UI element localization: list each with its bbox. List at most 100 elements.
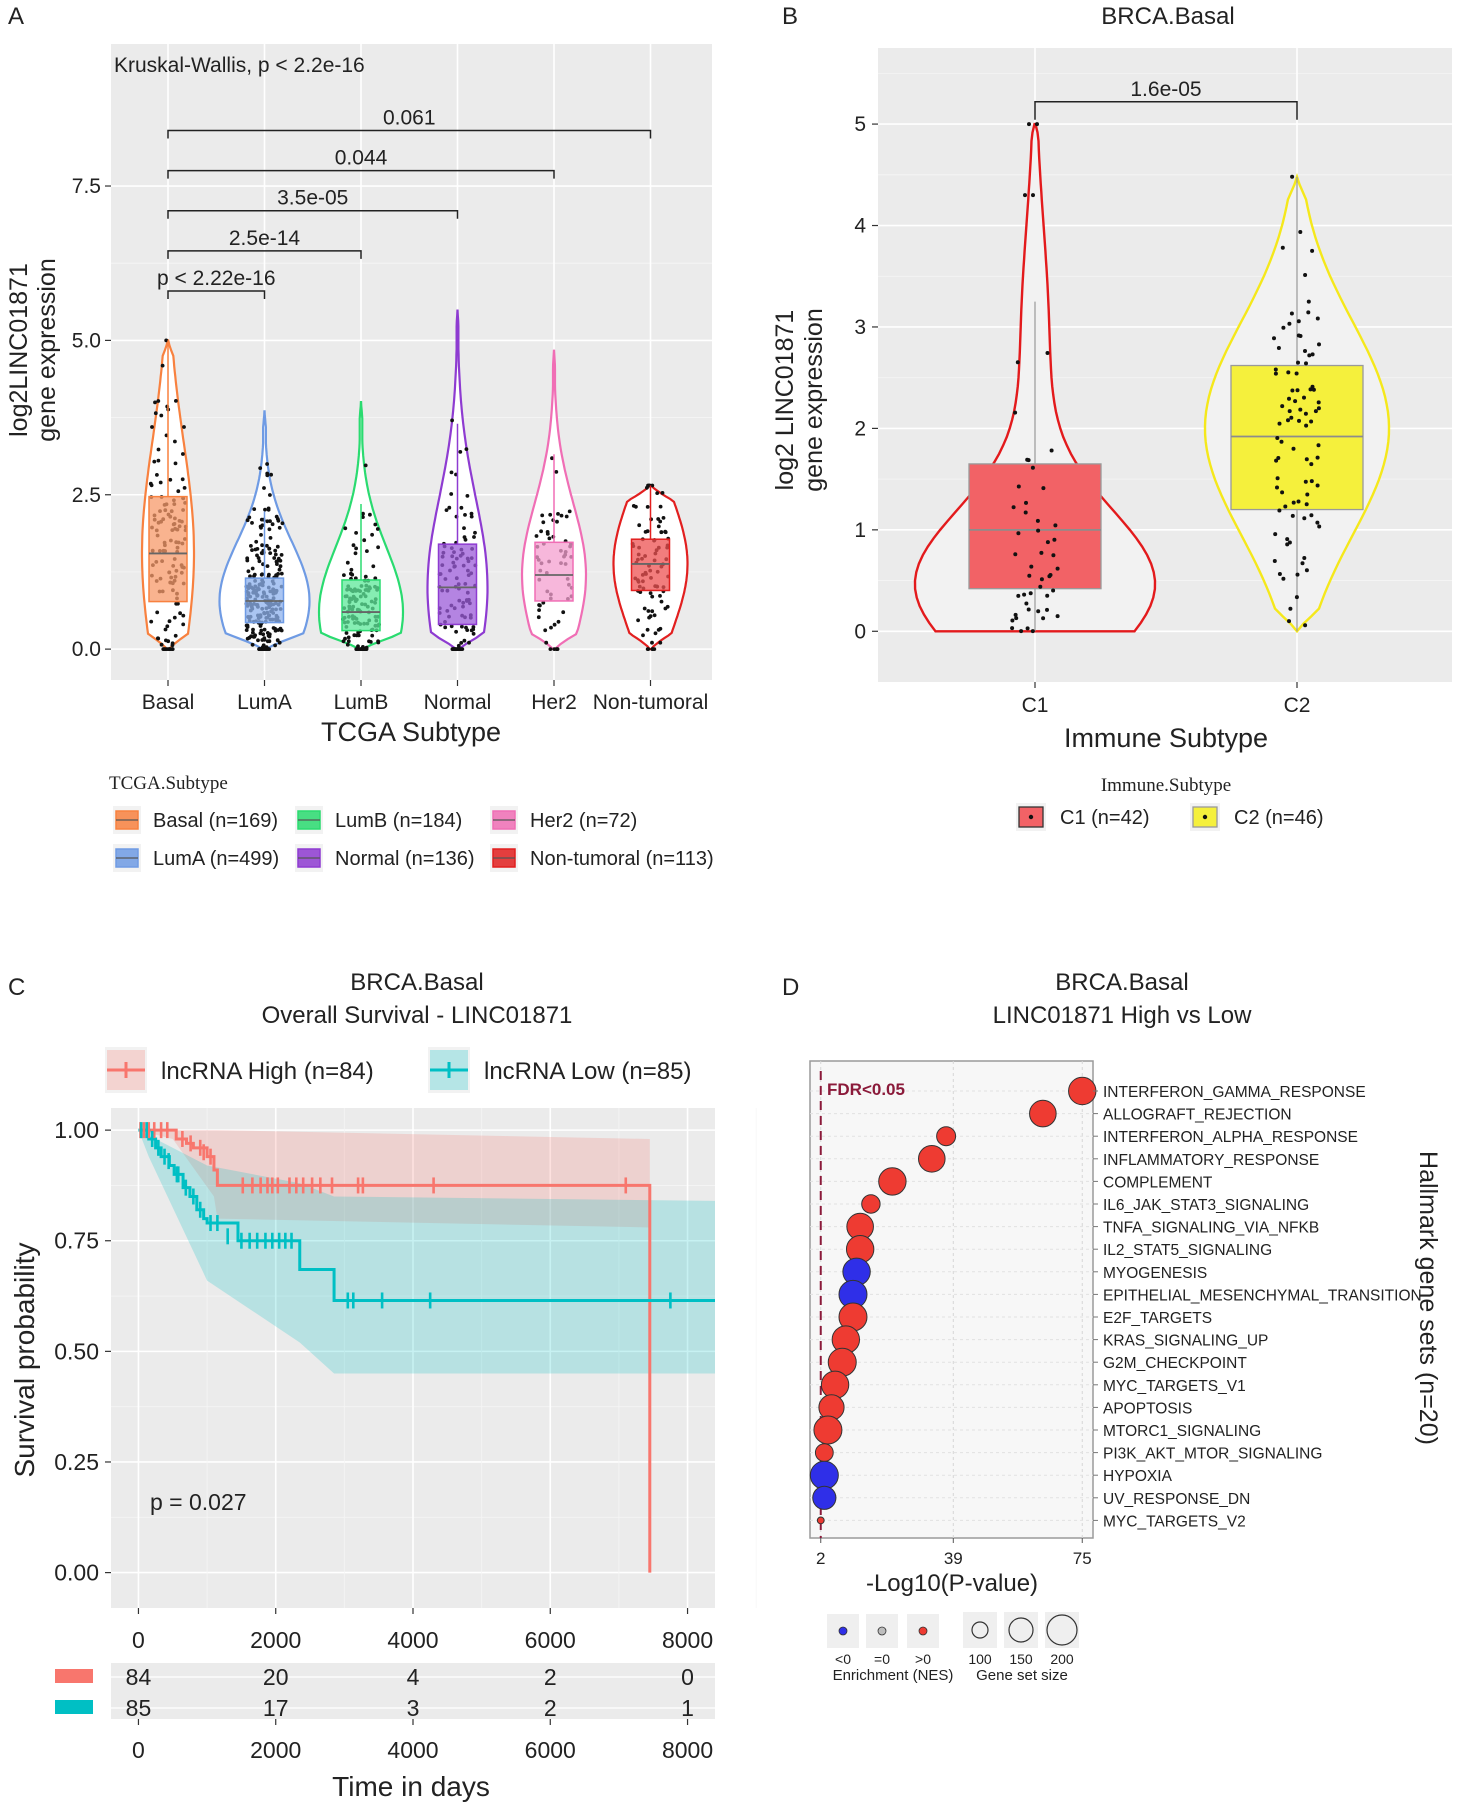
panel-b-data-point — [1286, 418, 1290, 423]
panel-a-box — [341, 579, 381, 632]
panel-a-legend: Basal (n=169) LumB (n=184) Her2 (n=72) LumA… — [113, 806, 714, 872]
panel-d-gene-set-label: APOPTOSIS — [1103, 1400, 1192, 1417]
panel-a-data-point — [343, 526, 348, 531]
panel-a-data-point — [469, 514, 474, 519]
panel-a-data-point — [650, 483, 655, 488]
panel-a-data-point — [463, 537, 468, 542]
panel-a-data-point — [262, 647, 267, 651]
panel-b-data-point — [1281, 325, 1286, 330]
panel-c-risk-x-tick-label: 8000 — [662, 1737, 713, 1763]
panel-a-data-point — [167, 619, 172, 624]
panel-a-data-point — [164, 338, 169, 343]
panel-a-data-point — [259, 525, 263, 530]
panel-b-data-point — [1309, 419, 1314, 424]
panel-a-data-point — [537, 603, 541, 607]
panel-a-data-point — [156, 636, 160, 641]
panel-a-data-point — [173, 461, 178, 466]
panel-a-data-point — [449, 492, 454, 496]
panel-c-x-tick-label: 2000 — [250, 1627, 301, 1653]
panel-b-data-point — [1316, 400, 1321, 405]
panel-d-enrichment-legend-label: =0 — [874, 1651, 890, 1667]
panel-b-data-point — [1315, 520, 1320, 525]
panel-d-gene-set-bubble — [917, 1145, 946, 1173]
panel-c-title-line2: Overall Survival - LINC01871 — [262, 1002, 573, 1029]
panel-a-data-point — [645, 505, 650, 509]
panel-c-risk-x-tick-label: 4000 — [387, 1737, 438, 1763]
panel-c-legend: lncRNA High (n=84) lncRNA Low (n=85) — [105, 1047, 691, 1093]
panel-a-data-point — [247, 515, 252, 520]
panel-a-data-point — [443, 625, 448, 630]
panel-c-y-axis-title: Survival probability — [9, 1243, 40, 1478]
panel-d-gene-set-label: MYC_TARGETS_V2 — [1103, 1513, 1246, 1530]
panel-label-d: D — [782, 974, 799, 1001]
panel-b-data-point — [1289, 415, 1294, 420]
panel-c-risk-x-tick-label: 2000 — [250, 1737, 301, 1763]
panel-a-data-point — [249, 544, 253, 548]
panel-a-data-point — [159, 642, 164, 647]
panel-b-data-point — [1041, 616, 1046, 621]
panel-a-data-point — [182, 486, 187, 490]
panel-a-data-point — [554, 647, 559, 651]
panel-a-box — [630, 538, 671, 592]
panel-b-data-point — [1051, 553, 1056, 558]
panel-b-y-axis-title-line1: log2 LINC01871 — [771, 310, 799, 491]
panel-c-risk-table-background — [111, 1663, 715, 1719]
panel-a-data-point — [536, 615, 541, 620]
panel-a-data-point — [454, 629, 458, 634]
panel-b-outlier-point — [1023, 193, 1027, 198]
panel-c-x-tick-label: 0 — [132, 1627, 145, 1653]
panel-a-legend-label: LumA (n=499) — [153, 848, 279, 870]
panel-a-data-point — [367, 639, 371, 644]
panel-a-data-point — [278, 564, 283, 569]
panel-a-data-point — [549, 625, 553, 630]
panel-a-data-point — [661, 516, 666, 520]
panel-a-data-point — [259, 572, 264, 577]
panel-a-x-tick-label: Normal — [424, 691, 492, 714]
panel-d-gene-set-label: IL6_JAK_STAT3_SIGNALING — [1103, 1197, 1309, 1214]
panel-d-gene-set-label: INTERFERON_GAMMA_RESPONSE — [1103, 1084, 1366, 1101]
panel-a-data-point — [268, 493, 272, 497]
panel-a-data-point — [273, 552, 278, 557]
panel-b-data-point — [1016, 484, 1021, 489]
panel-a-data-point — [465, 628, 470, 632]
panel-a-data-point — [544, 640, 549, 645]
panel-c-confidence-band-low — [138, 1130, 716, 1374]
panel-a-data-point — [265, 631, 270, 635]
panel-a-data-point — [653, 631, 658, 636]
panel-b-data-point — [1303, 349, 1307, 353]
panel-b-data-point — [1296, 319, 1301, 324]
panel-a-data-point — [354, 531, 358, 535]
panel-c-risk-row-swatch-high — [55, 1669, 93, 1683]
panel-a-data-point — [275, 559, 280, 564]
panel-a-data-point — [631, 504, 636, 508]
panel-a-data-point — [168, 477, 173, 482]
panel-c-risk-count: 3 — [407, 1695, 420, 1721]
panel-a-data-point — [450, 418, 454, 423]
panel-a-data-point — [163, 627, 168, 632]
panel-b-data-point — [1304, 423, 1309, 428]
panel-a-comparison-label: 0.044 — [335, 147, 388, 170]
panel-a-data-point — [259, 533, 263, 537]
panel-c-risk-count: 20 — [263, 1664, 289, 1690]
panel-d-gene-set-bubble — [816, 1516, 825, 1525]
panel-a-data-point — [460, 624, 464, 629]
panel-c-x-tick-label: 6000 — [525, 1627, 576, 1653]
panel-a-data-point — [663, 530, 668, 535]
panel-b-data-point — [1304, 361, 1308, 366]
panel-b-data-point — [1273, 371, 1278, 376]
panel-b-y-axis-title-line2: gene expression — [800, 308, 828, 491]
panel-a-data-point — [172, 615, 177, 620]
panel-b-y-tick-label: 4 — [854, 215, 866, 238]
panel-c-risk-count: 2 — [544, 1695, 557, 1721]
panel-b-data-point — [1039, 550, 1044, 555]
panel-b-data-point — [1303, 273, 1308, 277]
panel-b-data-point — [1281, 576, 1286, 581]
panel-a-data-point — [150, 425, 154, 429]
panel-a-legend-label: Normal (n=136) — [335, 848, 475, 870]
panel-a-data-point — [251, 630, 255, 635]
panel-a-data-point — [552, 622, 557, 627]
panel-a-data-point — [178, 611, 183, 616]
panel-d-gene-set-bubble — [1029, 1099, 1057, 1128]
panel-a-data-point — [259, 628, 264, 633]
panel-c-title-line1: BRCA.Basal — [350, 969, 483, 996]
